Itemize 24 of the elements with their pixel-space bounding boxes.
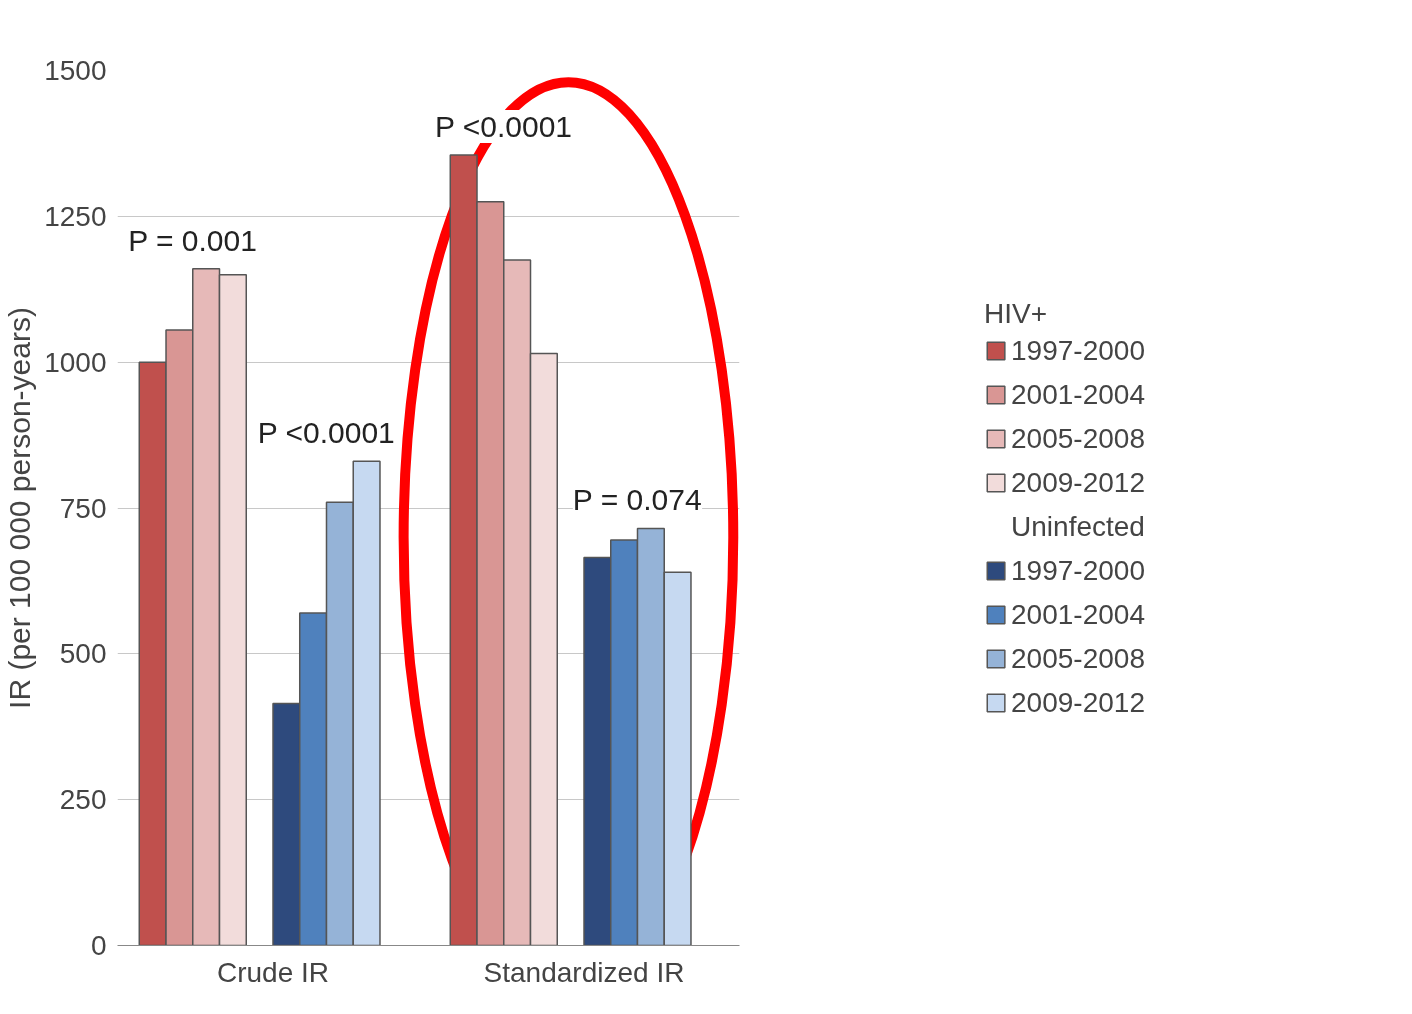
x-tick-label: Standardized IR	[483, 956, 685, 988]
annotation: P <0.0001	[257, 416, 395, 450]
legend-label: 1997-2000	[1011, 334, 1145, 366]
legend-label: 2009-2012	[1011, 686, 1145, 718]
legend-label: 2005-2008	[1011, 642, 1145, 674]
y-tick-label: 500	[59, 638, 107, 670]
legend-label: 2001-2004	[1011, 598, 1145, 630]
text: Uninfected	[1011, 510, 1145, 542]
y-axis-title: IR (per 100 000 person-years)	[3, 307, 37, 709]
y-tick-label: 250	[59, 784, 107, 816]
annotation: P = 0.001	[128, 223, 257, 257]
y-tick-label: 750	[59, 492, 107, 524]
x-tick-label: Crude IR	[216, 956, 330, 988]
y-tick-label: 1250	[44, 200, 107, 232]
y-tick-label: 0	[90, 930, 107, 961]
annotation: P = 0.074	[572, 483, 702, 517]
y-tick-label: 1500	[44, 55, 107, 86]
annotation: P <0.0001	[434, 110, 573, 144]
legend-label: 2005-2008	[1011, 422, 1145, 454]
legend-title: HIV+	[984, 297, 1049, 329]
legend-label: 2001-2004	[1011, 378, 1145, 410]
legend-label: 2009-2012	[1011, 466, 1145, 498]
legend-label: 1997-2000	[1011, 554, 1145, 586]
y-tick-label: 1000	[44, 346, 107, 378]
